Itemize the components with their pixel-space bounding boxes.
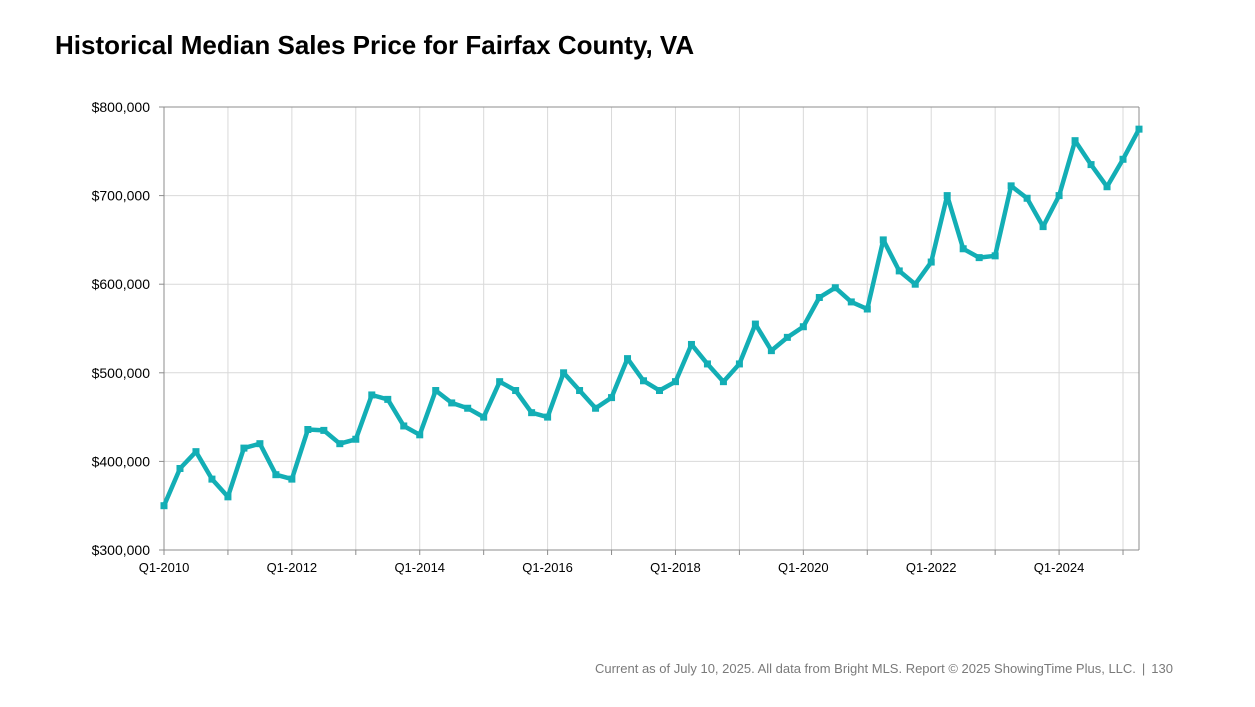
data-point: [783, 333, 791, 341]
data-point: [943, 192, 951, 200]
tick-labels: $300,000 $400,000 $500,000 $600,000 $700,000…: [92, 99, 1085, 575]
footer: Current as of July 10, 2025. All data fr…: [595, 661, 1173, 676]
axes: [159, 106, 1140, 555]
x-tick-label: Q1-2016: [522, 560, 573, 575]
data-point: [608, 394, 616, 402]
data-point: [288, 475, 296, 483]
data-point: [799, 323, 807, 331]
y-tick-label: $500,000: [92, 365, 151, 381]
data-point: [1039, 223, 1047, 231]
data-point: [991, 252, 999, 260]
data-point: [1103, 183, 1111, 191]
data-point: [560, 369, 568, 377]
data-point: [911, 280, 919, 288]
data-point: [751, 320, 759, 328]
footer-note: Current as of July 10, 2025. All data fr…: [594, 661, 1136, 676]
series-line: [161, 126, 1142, 508]
data-point: [400, 422, 408, 430]
data-point: [592, 404, 600, 412]
data-point: [719, 378, 727, 386]
data-point: [192, 448, 200, 456]
data-point: [416, 431, 424, 439]
x-tick-label: Q1-2014: [394, 560, 445, 575]
data-point: [1119, 155, 1127, 163]
data-point: [655, 387, 663, 395]
page-number: 130: [1151, 661, 1173, 676]
data-point: [624, 355, 632, 363]
x-tick-label: Q1-2010: [139, 560, 190, 575]
data-point: [464, 404, 472, 412]
data-point: [576, 387, 584, 395]
data-point: [176, 464, 184, 472]
data-point: [671, 378, 679, 386]
data-point: [480, 413, 488, 421]
data-point: [160, 502, 168, 510]
x-tick-label: Q1-2022: [906, 560, 957, 575]
data-point: [448, 399, 456, 407]
x-tick-label: Q1-2024: [1034, 560, 1085, 575]
line-chart: $300,000 $400,000 $500,000 $600,000 $700,000…: [92, 99, 1143, 575]
data-point: [815, 293, 823, 301]
data-point: [640, 377, 648, 385]
chart-title: Historical Median Sales Price for Fairfa…: [55, 30, 695, 60]
data-point: [735, 360, 743, 368]
x-tick-label: Q1-2012: [267, 560, 318, 575]
data-point: [528, 409, 536, 417]
data-point: [1023, 194, 1031, 202]
data-point: [1007, 182, 1015, 190]
data-point: [240, 444, 248, 452]
data-point: [767, 347, 775, 355]
data-point: [272, 471, 280, 479]
data-point: [703, 360, 711, 368]
data-point: [879, 236, 887, 244]
data-point: [1135, 125, 1143, 133]
data-point: [959, 245, 967, 253]
series-median-price: [160, 125, 1143, 510]
y-tick-label: $300,000: [92, 542, 151, 558]
data-point: [927, 258, 935, 266]
y-tick-label: $600,000: [92, 276, 151, 292]
data-point: [256, 440, 264, 448]
data-point: [863, 305, 871, 313]
data-point: [1087, 161, 1095, 169]
data-point: [1055, 192, 1063, 200]
data-point: [352, 435, 360, 443]
data-point: [384, 395, 392, 403]
x-tick-label: Q1-2020: [778, 560, 829, 575]
data-point: [320, 426, 328, 434]
data-point: [368, 391, 376, 399]
data-point: [544, 413, 552, 421]
data-point: [847, 298, 855, 306]
data-point: [336, 440, 344, 448]
data-point: [208, 475, 216, 483]
footer-separator: |: [1141, 661, 1146, 676]
x-tick-label: Q1-2018: [650, 560, 701, 575]
data-point: [831, 284, 839, 292]
y-tick-label: $400,000: [92, 453, 151, 469]
data-point: [975, 254, 983, 262]
data-point: [895, 267, 903, 275]
data-point: [1071, 137, 1079, 145]
data-point: [496, 378, 504, 386]
data-point: [512, 387, 520, 395]
grid-lines: [164, 106, 1139, 551]
y-tick-label: $800,000: [92, 99, 151, 115]
data-point: [224, 493, 232, 501]
y-tick-label: $700,000: [92, 188, 151, 204]
data-point: [687, 340, 695, 348]
data-point: [432, 387, 440, 395]
data-point: [304, 426, 312, 434]
